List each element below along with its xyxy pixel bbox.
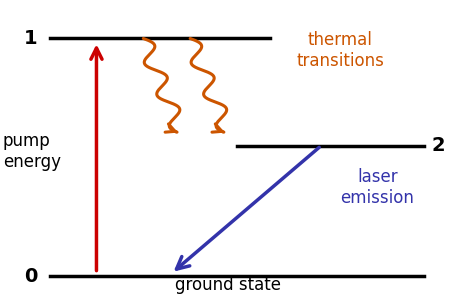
Text: laser
emission: laser emission: [341, 168, 414, 207]
Text: pump
energy: pump energy: [3, 132, 61, 171]
Text: thermal
transitions: thermal transitions: [296, 31, 384, 70]
Text: 0: 0: [24, 267, 37, 286]
Text: 2: 2: [432, 136, 445, 155]
Text: 1: 1: [24, 29, 38, 48]
Text: ground state: ground state: [174, 276, 281, 294]
